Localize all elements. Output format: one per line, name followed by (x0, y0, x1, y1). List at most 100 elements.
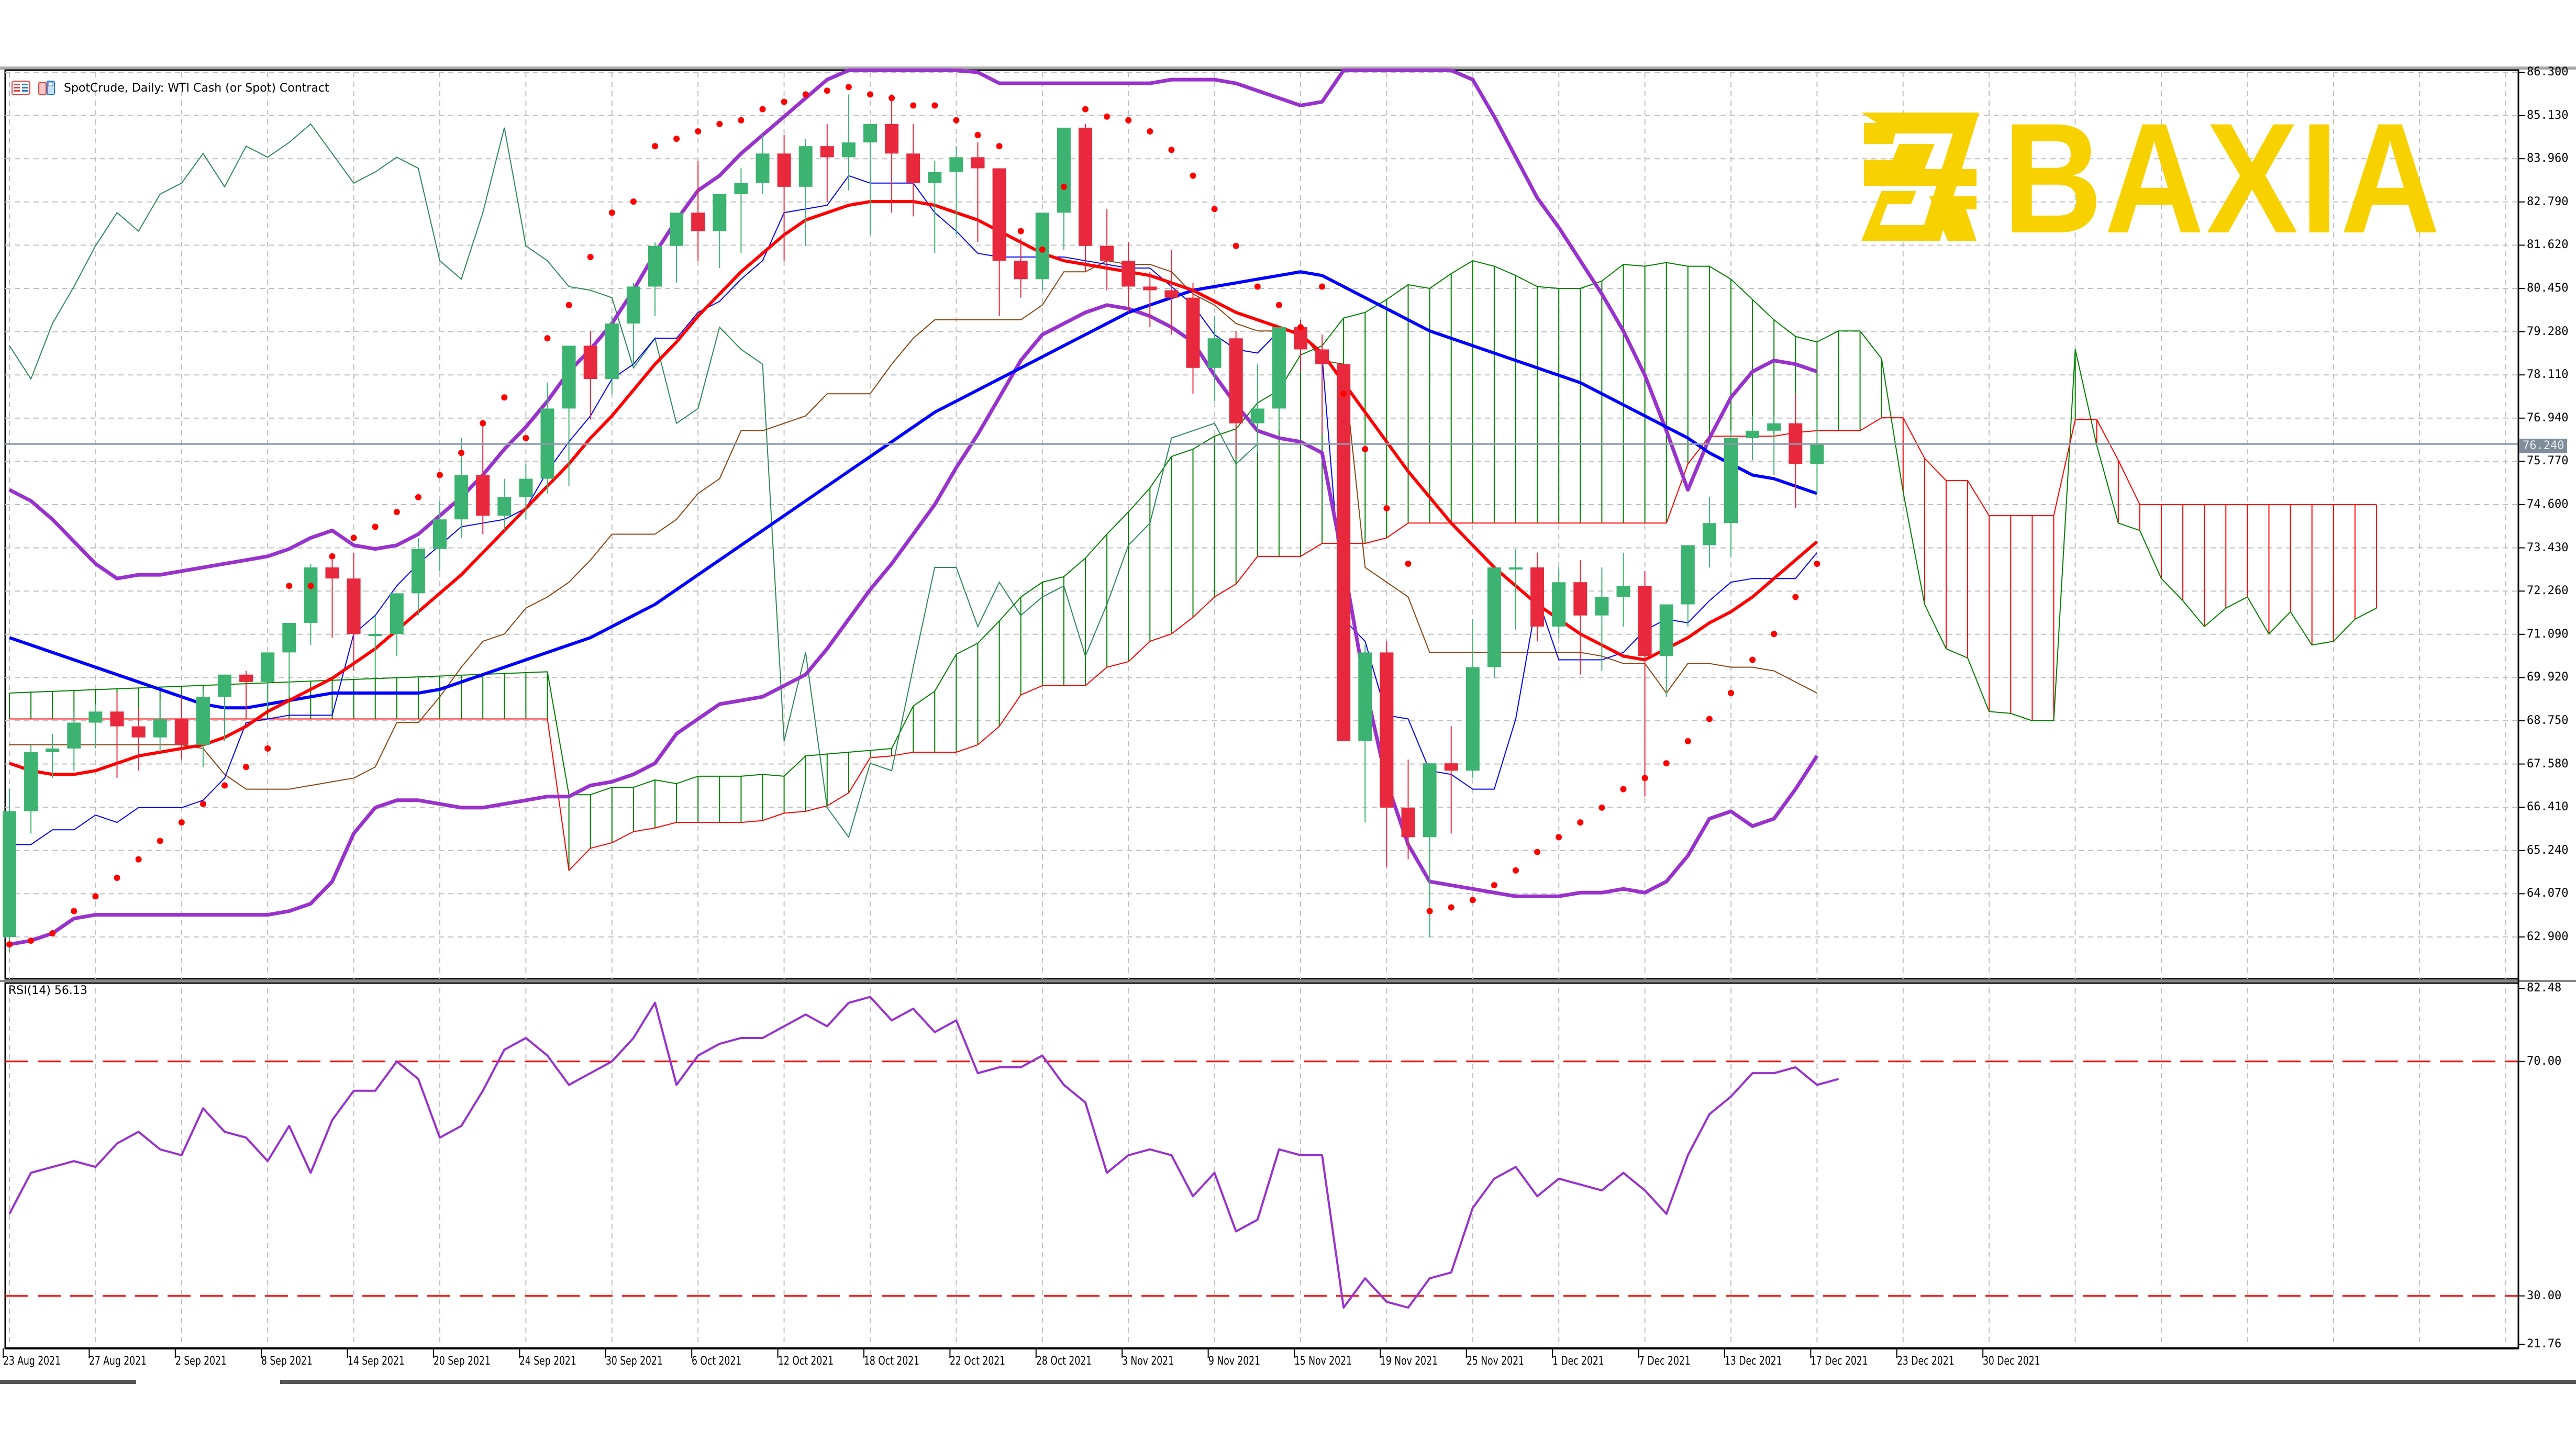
rsi-tick-label: 30.00 (2527, 1289, 2562, 1302)
rsi-tick-label: 70.00 (2527, 1054, 2562, 1068)
time-tick-label: 28 Oct 2021 (1036, 1355, 1092, 1368)
candle (1164, 290, 1179, 298)
price-tick-label: 64.070 (2527, 887, 2569, 900)
time-tick-label: 19 Nov 2021 (1380, 1355, 1438, 1368)
candle (971, 157, 985, 169)
candle (1444, 763, 1458, 771)
time-tick-label: 7 Dec 2021 (1638, 1355, 1691, 1368)
candle (1810, 444, 1824, 464)
window-frame-top (0, 66, 2576, 70)
candle (562, 345, 576, 409)
candle (1746, 430, 1760, 438)
current-price-label: 76.240 (2519, 439, 2568, 453)
bollinger-upper-band (8, 68, 1818, 581)
candle (1681, 545, 1695, 605)
candle (798, 146, 813, 187)
chart-list-icon[interactable] (12, 80, 30, 96)
candle (174, 719, 188, 745)
price-tick-label: 67.580 (2527, 757, 2569, 771)
candle (1250, 408, 1264, 423)
candle (777, 153, 791, 187)
price-tick-label: 86.300 (2527, 65, 2569, 79)
candle (3, 811, 16, 937)
candle (626, 286, 640, 324)
candle (261, 652, 275, 682)
candle (734, 183, 748, 194)
candlesticks (3, 94, 1824, 952)
candle (1509, 567, 1523, 570)
price-tick-label: 82.790 (2527, 195, 2569, 208)
time-tick-label: 30 Sep 2021 (605, 1355, 663, 1368)
price-tick-label: 62.900 (2527, 930, 2569, 943)
main-chart-panel[interactable] (4, 69, 2519, 980)
candle (648, 245, 662, 287)
time-tick-label: 20 Sep 2021 (434, 1355, 491, 1368)
candle (519, 478, 533, 497)
candle (670, 213, 684, 246)
moving-average-slow (9, 270, 1818, 710)
scrollbar-left[interactable] (0, 1380, 136, 1384)
candle (1724, 438, 1738, 523)
time-tick-label: 15 Nov 2021 (1294, 1355, 1352, 1368)
price-tick-label: 68.750 (2527, 714, 2569, 727)
candle (1143, 286, 1157, 291)
candle (1057, 127, 1071, 213)
time-tick-label: 23 Aug 2021 (3, 1355, 61, 1368)
candle (1616, 586, 1630, 597)
candle (906, 153, 920, 183)
candle (885, 124, 899, 154)
time-tick-label: 3 Nov 2021 (1122, 1355, 1174, 1368)
time-tick-label: 9 Nov 2021 (1208, 1355, 1260, 1368)
candle (1294, 327, 1307, 350)
candle (756, 153, 770, 183)
candle (88, 711, 103, 723)
candle (433, 519, 447, 549)
candle (131, 726, 146, 738)
price-tick-label: 66.410 (2527, 800, 2569, 814)
price-tick-label: 69.920 (2527, 671, 2569, 684)
candle (454, 475, 469, 520)
scrollbar-track[interactable] (280, 1380, 2576, 1384)
candle (1079, 127, 1092, 246)
candle (1100, 245, 1114, 261)
candle (1530, 567, 1545, 627)
time-tick-label: 27 Aug 2021 (89, 1355, 147, 1368)
candle (1035, 213, 1049, 280)
rsi-line (8, 996, 1839, 1309)
candle (1186, 297, 1200, 368)
time-tick-label: 18 Oct 2021 (864, 1355, 920, 1368)
senkou-span-a (9, 260, 2377, 796)
candle (218, 674, 231, 697)
price-tick-label: 81.620 (2527, 238, 2569, 252)
candle (67, 722, 81, 749)
candle (1552, 582, 1566, 627)
time-tick-label: 25 Nov 2021 (1466, 1355, 1524, 1368)
time-tick-label: 1 Dec 2021 (1552, 1355, 1604, 1368)
price-tick-label: 85.130 (2527, 108, 2569, 122)
candle (1337, 364, 1351, 741)
time-tick-label: 17 Dec 2021 (1811, 1355, 1869, 1368)
parabolic-sar-dots (6, 84, 1820, 948)
candle (476, 475, 490, 516)
price-tick-label: 65.240 (2527, 843, 2569, 857)
candle (928, 172, 942, 183)
rsi-panel[interactable] (4, 982, 2519, 1349)
candle (1272, 327, 1286, 409)
chart-title-bar: SpotCrude, Daily: WTI Cash (or Spot) Con… (12, 79, 329, 97)
candle (1380, 652, 1394, 808)
price-tick-label: 83.960 (2527, 152, 2569, 165)
candle (1423, 763, 1437, 838)
candle (347, 578, 361, 634)
bollinger-lower-band (9, 303, 1819, 946)
rsi-tick-label: 82.48 (2527, 981, 2562, 995)
time-tick-label: 24 Sep 2021 (519, 1355, 577, 1368)
chart-title: SpotCrude, Daily: WTI Cash (or Spot) Con… (64, 81, 329, 95)
candle (1659, 604, 1673, 656)
rsi-indicator-label: RSI(14) 56.13 (8, 984, 87, 997)
price-tick-label: 80.450 (2527, 282, 2569, 295)
baxia-watermark: BAXIA (1861, 99, 2502, 256)
candle (282, 622, 296, 653)
candle (196, 697, 210, 745)
trading-panel-icon[interactable] (38, 80, 57, 96)
